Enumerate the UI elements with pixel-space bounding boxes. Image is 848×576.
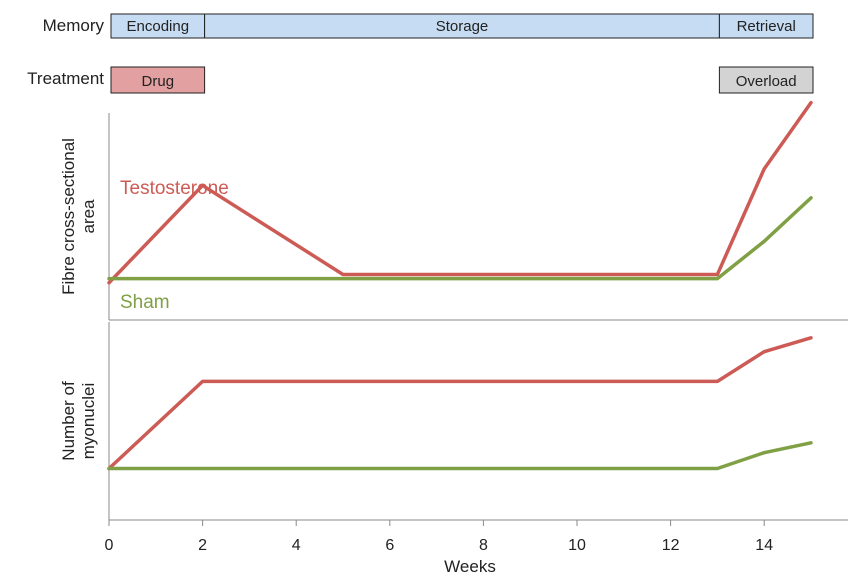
treatment-box-overload xyxy=(718,66,814,94)
top-y-label-line: Fibre cross-sectional xyxy=(59,138,78,295)
bottom-series-testosterone xyxy=(107,336,813,471)
top-series-sham xyxy=(107,196,813,281)
x-tick-label: 14 xyxy=(755,537,773,554)
treatment-label-overload: Overload xyxy=(736,73,797,90)
memory-row-label: Memory xyxy=(43,16,105,35)
series-label-sham: Sham xyxy=(120,292,170,313)
bottom-y-axis-label: Number ofmyonuclei xyxy=(59,381,98,461)
phase-box-retrieval xyxy=(718,13,814,39)
phase-label-storage: Storage xyxy=(436,18,489,35)
fibre-area-panel: Fibre cross-sectionalarea Testosterone Sha… xyxy=(59,100,848,321)
treatment-row-label: Treatment xyxy=(27,69,104,88)
phase-label-retrieval: Retrieval xyxy=(737,18,796,35)
treatment-bar: Drug Overload xyxy=(110,66,814,94)
phase-box-storage xyxy=(204,13,720,39)
phase-label-encoding: Encoding xyxy=(127,18,190,35)
treatment-label-drug: Drug xyxy=(142,73,175,90)
x-tick-label: 8 xyxy=(479,537,488,554)
bottom-series-sham xyxy=(107,441,813,471)
top-y-label-line: area xyxy=(79,199,98,234)
treatment-box-drug xyxy=(110,66,206,94)
series-label-testosterone: Testosterone xyxy=(120,178,229,199)
myonuclei-panel: Number ofmyonuclei 0 2 4 6 8 10 12 14 Weeks xyxy=(59,322,848,576)
top-series-testosterone xyxy=(107,100,813,285)
phase-box-encoding xyxy=(110,13,206,39)
top-y-axis-label: Fibre cross-sectionalarea xyxy=(59,138,98,295)
x-tick-label: 2 xyxy=(198,537,207,554)
x-axis-label: Weeks xyxy=(444,557,496,576)
x-tick-label: 4 xyxy=(292,537,301,554)
bottom-y-label-line: myonuclei xyxy=(79,383,98,460)
x-tick-label: 12 xyxy=(662,537,680,554)
bottom-y-label-line: Number of xyxy=(59,381,78,461)
x-tick-label: 10 xyxy=(568,537,586,554)
x-tick-label: 0 xyxy=(105,537,114,554)
memory-phase-bar: Encoding Storage Retrieval xyxy=(110,13,814,39)
x-tick-label: 6 xyxy=(385,537,394,554)
